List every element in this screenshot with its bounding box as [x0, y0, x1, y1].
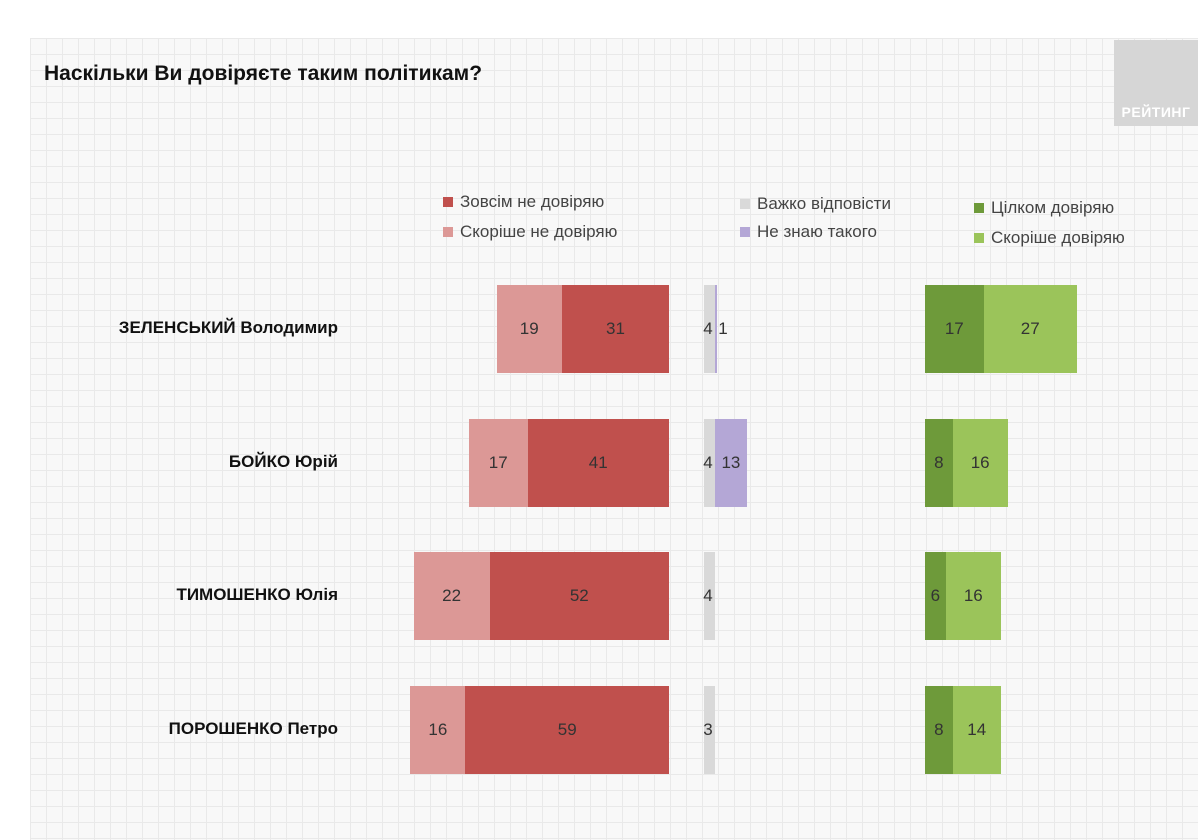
- value-label: 6: [930, 586, 941, 605]
- value-label: 13: [721, 453, 741, 472]
- legend-item-4: Не знаю такого: [740, 222, 877, 242]
- category-label: ПОРОШЕНКО Петро: [168, 719, 338, 738]
- bar-somewhat-distrust: [496, 285, 563, 373]
- legend-label: Не знаю такого: [757, 222, 877, 241]
- bar-fully-trust: [925, 285, 984, 373]
- value-label: 4: [703, 586, 713, 605]
- bar-hard-to-say: [704, 552, 715, 640]
- value-label: 4: [703, 453, 713, 472]
- legend-label: Зовсім не довіряю: [460, 192, 605, 211]
- value-label: 17: [488, 453, 508, 472]
- bar-somewhat-trust: [983, 285, 1077, 373]
- bar-fully-trust: [925, 552, 946, 640]
- bar-fully-trust: [925, 419, 953, 507]
- legend-label: Скоріше не довіряю: [460, 222, 618, 241]
- value-label: 52: [569, 586, 589, 605]
- legend-item-3: Важко відповісти: [740, 194, 891, 214]
- legend-item-2: Скоріше не довіряю: [443, 222, 617, 242]
- bar-fully-distrust: [527, 419, 669, 507]
- category-label: БОЙКО Юрій: [228, 452, 338, 471]
- value-label: 8: [934, 453, 944, 472]
- bar-fully-distrust: [465, 686, 669, 774]
- bar-somewhat-distrust: [468, 419, 528, 507]
- value-label: 16: [428, 720, 448, 739]
- bar-somewhat-distrust: [413, 552, 490, 640]
- value-label: 3: [703, 720, 713, 739]
- logo-text: РЕЙТИНГ: [1121, 104, 1191, 120]
- bar-somewhat-trust: [945, 552, 1001, 640]
- value-label: 22: [442, 586, 462, 605]
- value-label: 19: [519, 319, 539, 338]
- legend-swatch: [740, 227, 750, 237]
- bar-fully-trust: [925, 686, 953, 774]
- bar-fully-distrust: [562, 285, 669, 373]
- category-label: ТИМОШЕНКО Юлія: [176, 585, 338, 604]
- legend-item-5: Цілком довіряю: [974, 198, 1114, 218]
- bar-somewhat-distrust: [410, 686, 466, 774]
- value-label: 59: [557, 720, 577, 739]
- value-label: 14: [967, 720, 987, 739]
- chart-title: Наскільки Ви довіряєте таким політикам?: [44, 62, 483, 85]
- legend-swatch: [443, 227, 453, 237]
- bar-somewhat-trust: [952, 419, 1008, 507]
- legend-label: Скоріше довіряю: [991, 228, 1125, 247]
- bar-somewhat-trust: [952, 686, 1001, 774]
- value-label: 41: [588, 453, 608, 472]
- value-label: 1: [718, 319, 728, 338]
- rating-logo: РЕЙТИНГ: [1114, 40, 1198, 126]
- value-label: 31: [606, 319, 625, 338]
- category-label: ЗЕЛЕНСЬКИЙ Володимир: [118, 318, 338, 337]
- bar-hard-to-say: [704, 285, 715, 373]
- bar-hard-to-say: [704, 686, 715, 774]
- value-label: 8: [934, 720, 944, 739]
- bar-hard-to-say: [704, 419, 715, 507]
- legend-label: Цілком довіряю: [991, 198, 1115, 217]
- legend-item-1: Зовсім не довіряю: [443, 192, 604, 212]
- value-label: 27: [1020, 319, 1040, 338]
- bar-fully-distrust: [489, 552, 669, 640]
- legend-label: Важко відповісти: [757, 194, 891, 213]
- bar-dont-know: [715, 285, 718, 373]
- value-label: 17: [944, 319, 964, 338]
- bar-dont-know: [715, 419, 747, 507]
- value-label: 4: [703, 319, 713, 338]
- legend-swatch: [974, 203, 984, 213]
- legend-item-6: Скоріше довіряю: [974, 228, 1125, 248]
- value-label: 16: [970, 453, 990, 472]
- legend-swatch: [740, 199, 750, 209]
- legend-swatch: [443, 197, 453, 207]
- value-label: 16: [963, 586, 983, 605]
- legend-swatch: [974, 233, 984, 243]
